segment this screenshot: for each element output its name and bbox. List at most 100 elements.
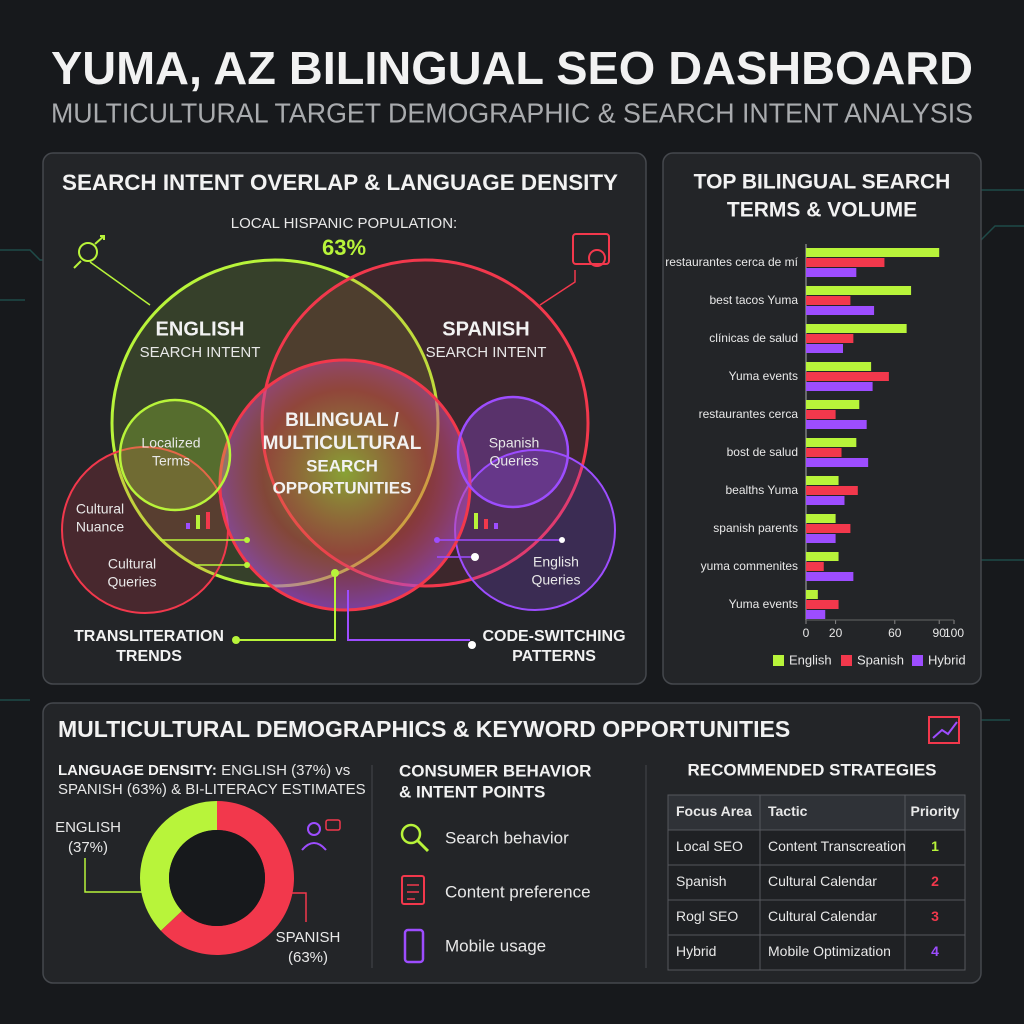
bar bbox=[806, 524, 851, 533]
spanish-sub: SEARCH INTENT bbox=[426, 344, 547, 361]
x-tick-label: 60 bbox=[888, 626, 902, 640]
leader-line bbox=[287, 892, 307, 922]
english-label: ENGLISH bbox=[156, 318, 245, 340]
bar bbox=[806, 268, 857, 277]
bilingual-line: MULTICULTURAL bbox=[263, 433, 422, 454]
table-cell: 1 bbox=[931, 838, 939, 854]
population-value: 63% bbox=[322, 235, 366, 260]
leader-line bbox=[84, 858, 150, 893]
bar bbox=[806, 410, 836, 419]
donut-value-label: (37%) bbox=[68, 839, 108, 856]
legend-label: Hybrid bbox=[928, 652, 966, 667]
bar bbox=[806, 420, 867, 429]
table-cell: Spanish bbox=[676, 873, 727, 889]
cultural-nuance-label: Cultural bbox=[76, 501, 124, 517]
category-label: Yuma events bbox=[729, 597, 798, 611]
category-label: clínicas de salud bbox=[709, 331, 798, 345]
title: YUMA, AZ BILINGUAL SEO DASHBOARD bbox=[51, 42, 973, 94]
table-header-bg bbox=[667, 794, 966, 831]
people-icon bbox=[301, 819, 341, 851]
table-cell: Cultural Calendar bbox=[768, 873, 877, 889]
table-cell: Rogl SEO bbox=[676, 908, 738, 924]
bar bbox=[806, 590, 818, 599]
bar bbox=[806, 562, 824, 571]
transliteration-label: TRANSLITERATION bbox=[74, 628, 224, 645]
bar bbox=[806, 486, 858, 495]
density-text: SPANISH (63%) & BI-LITERACY ESTIMATES bbox=[58, 781, 366, 798]
bar bbox=[806, 476, 839, 485]
bar bbox=[806, 286, 912, 295]
localized-label: Localized bbox=[141, 435, 200, 451]
donut-segment bbox=[139, 801, 217, 931]
donut-value-label: (63%) bbox=[288, 949, 328, 966]
bilingual-line: BILINGUAL / bbox=[285, 410, 399, 431]
strategy-table: Focus Area Tactic Priority Local SEO Content… bbox=[667, 794, 966, 971]
spanish-label: SPANISH bbox=[442, 318, 529, 340]
table-cell: 2 bbox=[931, 873, 939, 889]
density-heading: LANGUAGE DENSITY: bbox=[58, 762, 217, 779]
legend-label: English bbox=[789, 652, 832, 667]
category-label: Yuma events bbox=[729, 369, 798, 383]
venn-icons bbox=[73, 233, 610, 649]
code-switching-label: CODE-SWITCHING bbox=[482, 628, 625, 645]
legend-label: Spanish bbox=[857, 652, 904, 667]
donut-label: SPANISH bbox=[276, 929, 341, 946]
bar bbox=[806, 496, 845, 505]
bar bbox=[806, 552, 839, 561]
english-sub: SEARCH INTENT bbox=[140, 344, 261, 361]
category-label: best tacos Yuma bbox=[710, 293, 799, 307]
category-label: bealths Yuma bbox=[726, 483, 799, 497]
bilingual-line: OPPORTUNITIES bbox=[273, 478, 412, 497]
density-text: ENGLISH (37%) vs bbox=[221, 762, 350, 779]
venn-title: SEARCH INTENT OVERLAP & LANGUAGE DENSITY bbox=[62, 170, 618, 195]
bar bbox=[806, 534, 836, 543]
behavior-icons bbox=[400, 823, 430, 964]
localized-label: Terms bbox=[152, 453, 190, 469]
category-label: bost de salud bbox=[727, 445, 798, 459]
transliteration-label: TRENDS bbox=[116, 648, 182, 665]
cultural-nuance-label: Nuance bbox=[76, 519, 124, 535]
legend-swatch bbox=[841, 655, 852, 666]
x-tick-label: 0 bbox=[803, 626, 810, 640]
table-cell: Cultural Calendar bbox=[768, 908, 877, 924]
x-tick-label: 100 bbox=[944, 626, 964, 640]
chart-icon bbox=[928, 716, 960, 744]
spanish-queries-label: Spanish bbox=[489, 435, 540, 451]
english-queries-label: Queries bbox=[531, 572, 580, 588]
behavior-item: Mobile usage bbox=[445, 936, 546, 955]
behavior-item: Search behavior bbox=[445, 828, 569, 847]
donut-chart: ENGLISH (37%) SPANISH (63%) bbox=[55, 801, 340, 966]
table-header-cell: Tactic bbox=[768, 803, 808, 819]
bar bbox=[806, 438, 857, 447]
code-switching-label: PATTERNS bbox=[512, 648, 596, 665]
table-cell: 4 bbox=[931, 943, 939, 959]
table-cell: Hybrid bbox=[676, 943, 716, 959]
legend-swatch bbox=[773, 655, 784, 666]
bar bbox=[806, 324, 907, 333]
bar bbox=[806, 458, 869, 467]
behavior-heading: & INTENT POINTS bbox=[399, 782, 545, 801]
bar bbox=[806, 258, 885, 267]
donut-label: ENGLISH bbox=[55, 819, 121, 836]
subtitle: MULTICULTURAL TARGET DEMOGRAPHIC & SEARC… bbox=[51, 97, 973, 128]
bar-title: TOP BILINGUAL SEARCH bbox=[694, 171, 951, 194]
bar bbox=[806, 306, 875, 315]
english-queries-label: English bbox=[533, 554, 579, 570]
strategies-heading: RECOMMENDED STRATEGIES bbox=[687, 760, 936, 779]
spanish-queries-label: Queries bbox=[489, 453, 538, 469]
bar-title: TERMS & VOLUME bbox=[727, 199, 917, 222]
behavior-item: Content preference bbox=[445, 882, 591, 901]
bar bbox=[806, 448, 842, 457]
table-cell: Content Transcreation bbox=[768, 838, 906, 854]
localized-circle bbox=[118, 398, 232, 512]
population-label: LOCAL HISPANIC POPULATION: bbox=[231, 215, 457, 232]
category-label: restaurantes cerca bbox=[699, 407, 799, 421]
bar bbox=[806, 600, 839, 609]
donut-hole bbox=[169, 830, 265, 926]
bar bbox=[806, 382, 873, 391]
table-header-cell: Focus Area bbox=[676, 803, 752, 819]
category-label: restaurantes cerca de mí bbox=[665, 255, 798, 269]
cultural-queries-label: Cultural bbox=[108, 556, 156, 572]
